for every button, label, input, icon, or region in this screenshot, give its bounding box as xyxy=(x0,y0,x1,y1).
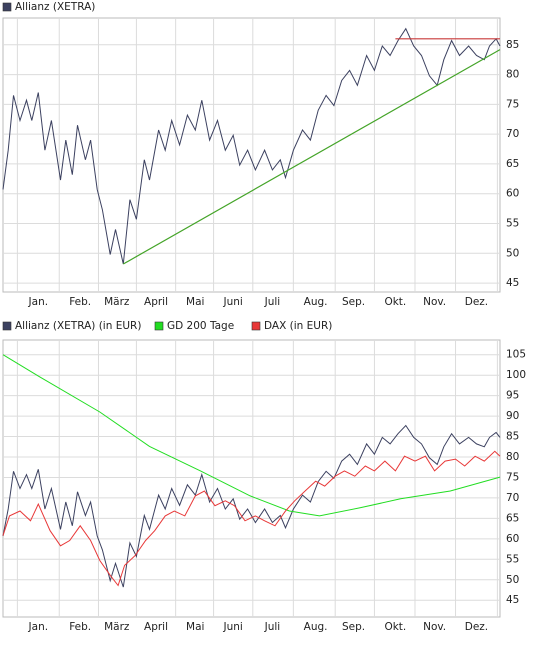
x-tick-label: Aug. xyxy=(304,621,328,633)
legend-swatch xyxy=(251,321,261,331)
legend-swatch xyxy=(2,2,12,12)
x-tick-label: Sep. xyxy=(342,621,365,633)
x-tick-label: April xyxy=(144,621,168,633)
y-tick-label: 45 xyxy=(506,594,519,606)
x-tick-label: Mai xyxy=(186,296,204,308)
x-tick-label: Mai xyxy=(186,621,204,633)
y-tick-label: 55 xyxy=(506,218,519,230)
x-tick-label: Juni xyxy=(223,296,243,308)
x-tick-label: März xyxy=(104,296,130,308)
x-tick-label: Feb. xyxy=(69,621,91,633)
x-tick-label: April xyxy=(144,296,168,308)
y-tick-label: 50 xyxy=(506,574,519,586)
x-tick-label: Aug. xyxy=(304,296,328,308)
plot-area xyxy=(2,17,501,293)
legend-label: DAX (in EUR) xyxy=(264,320,332,332)
y-tick-label: 80 xyxy=(506,69,519,81)
series-line xyxy=(2,354,501,517)
y-tick-label: 90 xyxy=(506,410,519,422)
y-tick-label: 45 xyxy=(506,277,519,289)
x-tick-label: Juli xyxy=(264,621,281,633)
y-tick-label: 95 xyxy=(506,390,519,402)
y-tick-label: 70 xyxy=(506,492,519,504)
y-tick-label: 85 xyxy=(506,39,519,51)
y-tick-label: 65 xyxy=(506,158,519,170)
y-tick-label: 60 xyxy=(506,533,519,545)
x-tick-label: März xyxy=(104,621,130,633)
y-tick-label: 100 xyxy=(506,369,526,381)
x-tick-label: Juli xyxy=(264,296,281,308)
y-tick-label: 60 xyxy=(506,188,519,200)
y-tick-label: 105 xyxy=(506,349,526,361)
y-tick-label: 75 xyxy=(506,98,519,110)
y-tick-label: 75 xyxy=(506,471,519,483)
legend-swatch xyxy=(154,321,164,331)
y-tick-label: 65 xyxy=(506,512,519,524)
y-tick-label: 70 xyxy=(506,128,519,140)
legend-label: Allianz (XETRA) xyxy=(15,1,95,13)
x-tick-label: Okt. xyxy=(384,296,406,308)
y-tick-label: 80 xyxy=(506,451,519,463)
y-tick-label: 50 xyxy=(506,247,519,259)
x-tick-label: Feb. xyxy=(69,296,91,308)
legend-label: Allianz (XETRA) (in EUR) xyxy=(15,320,141,332)
x-tick-label: Jan. xyxy=(28,296,49,308)
series-line xyxy=(2,27,501,265)
x-tick-label: Nov. xyxy=(423,296,446,308)
x-tick-label: Dez. xyxy=(465,621,488,633)
trend-line xyxy=(123,49,501,265)
x-tick-label: Jan. xyxy=(28,621,49,633)
x-tick-label: Sep. xyxy=(342,296,365,308)
y-tick-label: 85 xyxy=(506,431,519,443)
legend-label: GD 200 Tage xyxy=(167,320,234,332)
x-tick-label: Nov. xyxy=(423,621,446,633)
y-tick-label: 55 xyxy=(506,553,519,565)
x-tick-label: Dez. xyxy=(465,296,488,308)
plot-area xyxy=(2,339,501,618)
x-tick-label: Juni xyxy=(223,621,243,633)
x-tick-label: Okt. xyxy=(384,621,406,633)
legend-swatch xyxy=(2,321,12,331)
series-line xyxy=(2,450,501,587)
